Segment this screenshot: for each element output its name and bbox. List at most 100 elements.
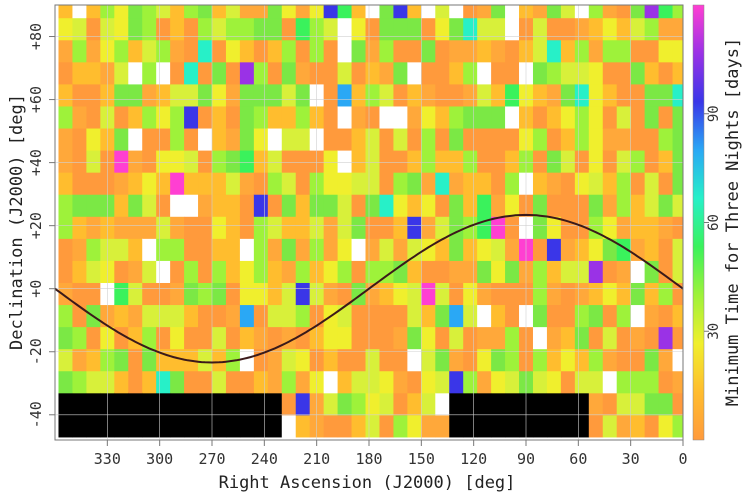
heatmap-cell-194: [184, 105, 199, 129]
heatmap-cell-629: [491, 216, 506, 239]
heatmap-cell-615: [477, 83, 492, 107]
heatmap-cell-488: [393, 238, 408, 261]
heatmap-cell-400: [337, 414, 353, 438]
heatmap-cell-759: [574, 5, 590, 19]
heatmap-cell-814: [616, 105, 632, 129]
heatmap-cell-155: [156, 83, 171, 107]
heatmap-cell-893: [672, 127, 683, 151]
heatmap-cell-252: [225, 150, 241, 173]
heatmap-cell-788: [602, 238, 618, 261]
heatmap-cell-212: [198, 150, 213, 173]
heatmap-cell-765: [588, 304, 604, 328]
heatmap-cell-242: [225, 370, 241, 394]
heatmap-cell-19: [58, 5, 74, 19]
y-axis-ticks: -40 -20 +0 +20 +40 +60 +80: [27, 23, 55, 428]
heatmap-cell-469: [379, 216, 395, 239]
heatmap-cell-213: [198, 127, 213, 151]
heatmap-cell-552: [435, 150, 450, 173]
heatmap-cell-752: [574, 150, 590, 173]
heatmap-cell-873: [658, 127, 674, 151]
heatmap-cell-360: [309, 414, 325, 438]
heatmap-cell-104: [128, 326, 143, 350]
heatmap-cell-409: [337, 216, 353, 239]
heatmap-cell-593: [463, 127, 478, 151]
heatmap-cell-289: [253, 216, 269, 239]
heatmap-cell-366: [309, 282, 325, 306]
heatmap-cell-690: [532, 194, 548, 217]
heatmap-cell-450: [365, 194, 381, 217]
y-tick-label-0: +0: [27, 280, 45, 298]
heatmap-cell-606: [477, 282, 492, 306]
heatmap-cell-413: [337, 127, 353, 151]
heatmap-cell-246: [225, 282, 241, 306]
heatmap-cell-404: [337, 326, 353, 350]
heatmap-cell-156: [156, 61, 171, 85]
heatmap-cell-274: [239, 105, 255, 129]
heatmap-cell-837: [630, 39, 646, 63]
heatmap-cell-564: [449, 326, 464, 350]
heatmap-cell-406: [337, 282, 353, 306]
heatmap-cell-22: [72, 370, 87, 394]
heatmap-cell-442: [365, 370, 381, 394]
heatmap-cell-874: [658, 105, 674, 129]
heatmap-cell-145: [156, 304, 171, 328]
heatmap-cell-388: [323, 238, 339, 261]
heatmap-cell-522: [421, 370, 436, 394]
heatmap-cell-806: [616, 282, 632, 306]
heatmap-cell-747: [574, 260, 590, 283]
heatmap-cell-699: [532, 5, 548, 19]
heatmap-cell-130: [142, 194, 157, 217]
heatmap-cell-214: [198, 105, 213, 129]
heatmap-cell-728: [560, 238, 576, 261]
heatmap-cell-772: [588, 150, 604, 173]
heatmap-cell-302: [267, 370, 283, 394]
heatmap-cell-622: [491, 370, 506, 394]
heatmap-cell-858: [644, 17, 660, 41]
heatmap-cell-457: [365, 39, 381, 63]
heatmap-cell-35: [72, 83, 87, 107]
heatmap-cell-573: [449, 127, 464, 151]
heatmap-cell-886: [672, 282, 683, 306]
heatmap-cell-403: [337, 348, 353, 372]
heatmap-cell-804: [616, 326, 632, 350]
heatmap-cell-293: [253, 127, 269, 151]
heatmap-cell-572: [449, 150, 464, 173]
heatmap-cell-390: [323, 194, 339, 217]
heatmap-cell-180: [184, 414, 199, 438]
heatmap-cell-867: [658, 260, 674, 283]
heatmap-cell-616: [477, 61, 492, 85]
heatmap-cell-750: [574, 194, 590, 217]
heatmap-cell-33: [72, 127, 87, 151]
heatmap-cell-834: [630, 105, 646, 129]
heatmap-cell-691: [532, 172, 548, 195]
heatmap-cell-341: [295, 392, 311, 416]
heatmap-cell-52: [86, 150, 101, 173]
heatmap-cell-602: [477, 370, 492, 394]
heatmap-cell-630: [491, 194, 506, 217]
heatmap-cell-91: [114, 172, 129, 195]
heatmap-cell-709: [546, 216, 562, 239]
heatmap-cell-257: [225, 39, 241, 63]
heatmap-cell-818: [616, 17, 632, 41]
heatmap-cell-90: [114, 194, 129, 217]
heatmap-cell-796: [602, 61, 618, 85]
heatmap-cell-460: [379, 414, 395, 438]
x-tick-label-210: 210: [303, 450, 330, 468]
heatmap-cell-23: [72, 348, 87, 372]
heatmap-cell-215: [198, 83, 213, 107]
heatmap-cell-210: [198, 194, 213, 217]
heatmap-cell-178: [170, 17, 185, 41]
heatmap-cell-896: [672, 61, 683, 85]
heatmap-cell-885: [672, 304, 683, 328]
heatmap-cell-103: [128, 348, 143, 372]
heatmap-cell-282: [253, 370, 269, 394]
heatmap-cell-776: [588, 61, 604, 85]
heatmap-cell-322: [281, 370, 297, 394]
heatmap-cell-539: [421, 5, 436, 19]
heatmap-cell-857: [644, 39, 660, 63]
heatmap-cell-640: [505, 414, 520, 438]
heatmap-cell-371: [309, 172, 325, 195]
heatmap-cell-440: [365, 414, 381, 438]
heatmap-cell-715: [546, 83, 562, 107]
heatmap-cell-197: [184, 39, 199, 63]
